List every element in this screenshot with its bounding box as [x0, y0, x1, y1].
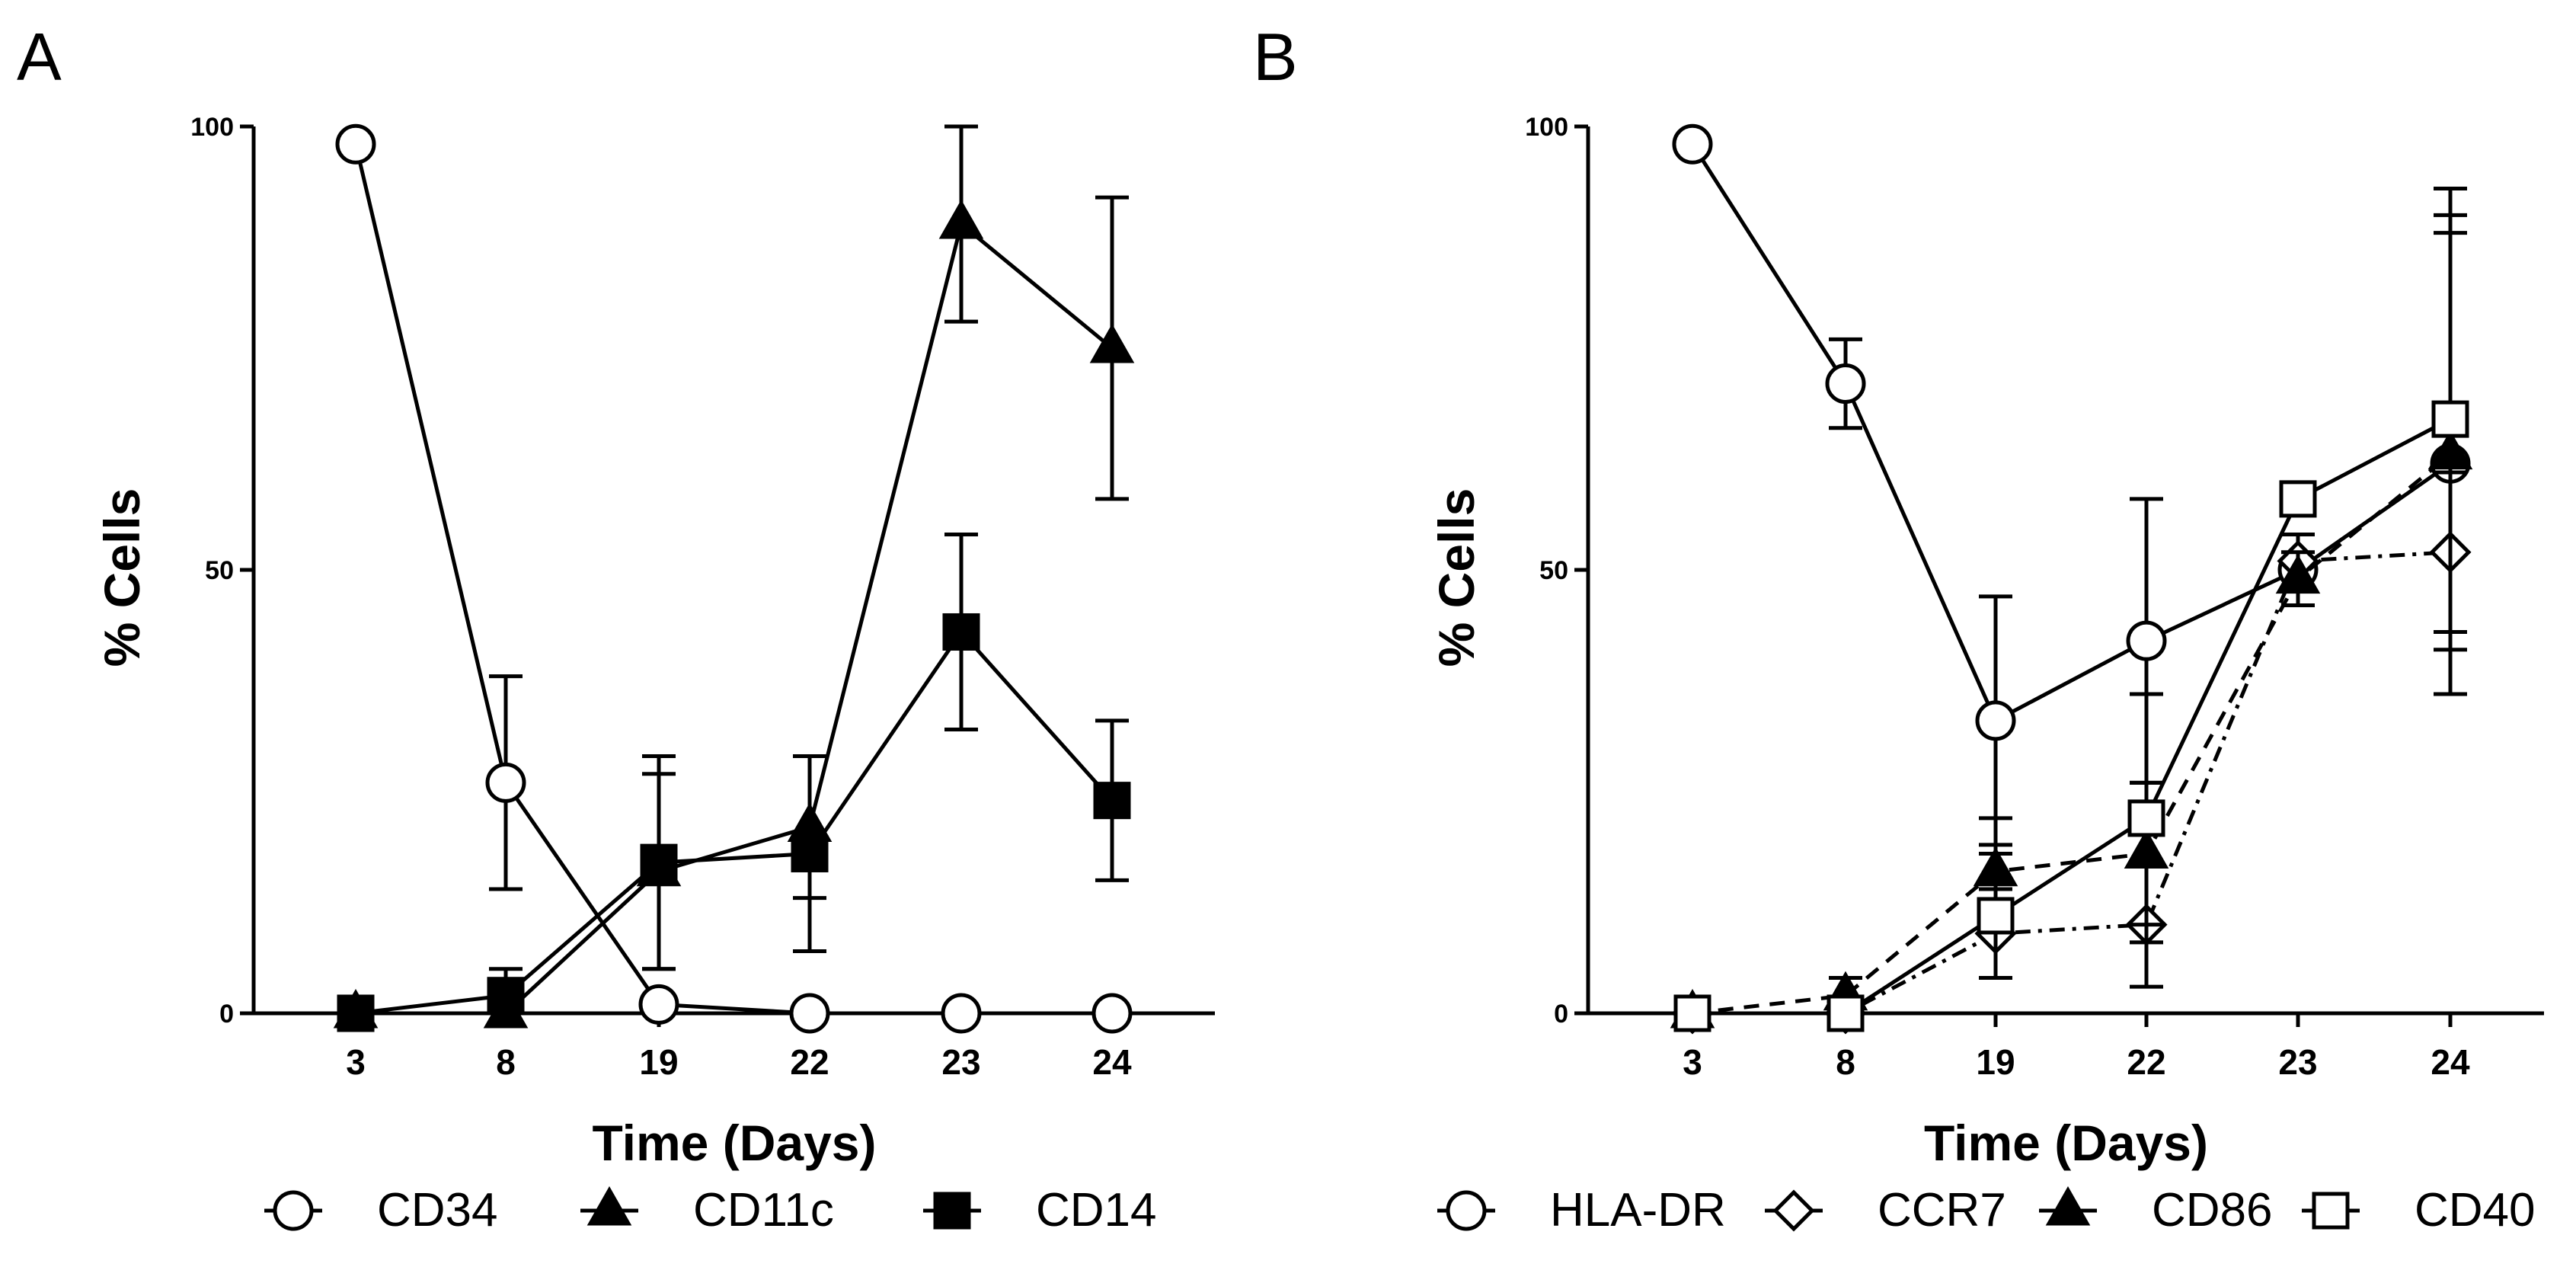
x-tick-label: 23 [941, 1042, 980, 1082]
cd40-marker [2127, 799, 2165, 837]
legend-item-cd34: CD34 [264, 1184, 498, 1237]
y-tick-label: 0 [219, 1000, 234, 1029]
hla-dr-line [1690, 142, 2452, 723]
cd34-marker [789, 993, 830, 1034]
y-tick-label: 100 [1525, 113, 1568, 142]
cd11c-marker [938, 199, 984, 239]
legend-item-cd14: CD14 [923, 1184, 1157, 1237]
legend-ccr7-marker [1772, 1189, 1815, 1232]
cd14-marker [337, 994, 375, 1032]
x-axis-title: Time (Days) [593, 1115, 877, 1171]
x-tick-label: 23 [2278, 1042, 2317, 1082]
legend-item-ccr7: CCR7 [1765, 1184, 2006, 1237]
legend-label: CD86 [2152, 1184, 2273, 1237]
series-ccr7 [1671, 470, 2472, 1035]
x-tick-label: 3 [346, 1042, 366, 1082]
cd86-marker [2275, 554, 2321, 594]
x-tick-label: 19 [1976, 1042, 2015, 1082]
cd34-line [353, 143, 1112, 1016]
hla-dr-marker [1975, 700, 2016, 741]
legend-item-cd86: CD86 [2039, 1184, 2273, 1237]
cd34-marker [638, 984, 679, 1025]
x-tick-label: 22 [2127, 1042, 2165, 1082]
hla-dr-marker [1672, 123, 1713, 165]
panel-b: B 0 50 100 3 8 19 22 23 24 Time (Days) % Cells HLA-D… [1253, 19, 2544, 1237]
hla-dr-marker [1825, 363, 1866, 405]
cd86-line [1692, 453, 2452, 1016]
cd14-marker [640, 843, 678, 881]
x-tick-label: 8 [496, 1042, 516, 1082]
legend-label: CCR7 [1878, 1184, 2006, 1237]
cd40-marker [1673, 994, 1711, 1032]
ccr7-line [1692, 550, 2451, 1016]
legend: HLA-DR CCR7 CD86 CD40 [1437, 1184, 2536, 1237]
legend-cd40-marker [2312, 1192, 2350, 1230]
legend-label: CD40 [2415, 1184, 2536, 1237]
x-tick-label: 24 [2431, 1042, 2470, 1082]
legend-cd86-marker [2045, 1185, 2091, 1226]
series-cd40 [1673, 186, 2469, 1032]
legend-label: CD11c [693, 1184, 834, 1237]
legend-item-cd11c: CD11c [580, 1184, 834, 1237]
legend-label: CD14 [1036, 1184, 1157, 1237]
cd34-marker [485, 762, 526, 803]
legend-cd14-marker [933, 1192, 971, 1230]
x-axis-title: Time (Days) [1924, 1115, 2208, 1171]
cd34-marker [941, 993, 982, 1034]
hla-dr-marker [2126, 620, 2167, 661]
cd40-marker [1827, 994, 1865, 1032]
cd11c-marker [1089, 323, 1135, 363]
cd14-marker [791, 834, 829, 872]
cd40-line [1692, 417, 2452, 1016]
cd14-marker [942, 613, 980, 651]
y-tick-label: 50 [205, 556, 234, 585]
cd14-line [355, 629, 1114, 1016]
x-tick-label: 19 [639, 1042, 678, 1082]
x-tick-label: 24 [1092, 1042, 1132, 1082]
series-cd14 [337, 532, 1131, 1032]
y-axis-title: % Cells [1428, 488, 1485, 667]
legend-cd34-marker [273, 1190, 314, 1231]
y-tick-label: 100 [190, 113, 234, 142]
cd14-marker [487, 977, 525, 1015]
cd11c-line [356, 222, 1114, 1016]
cd40-marker [2279, 480, 2317, 518]
cd14-marker [1093, 782, 1131, 820]
panel-label: A [17, 19, 62, 94]
legend-item-cd40: CD40 [2302, 1184, 2536, 1237]
legend-label: HLA-DR [1550, 1184, 1726, 1237]
cd34-marker [1091, 993, 1133, 1034]
y-axis-title: % Cells [94, 488, 150, 667]
legend-hla-dr-marker [1446, 1190, 1487, 1231]
cd40-marker [1977, 897, 2015, 935]
x-tick-label: 22 [790, 1042, 829, 1082]
y-tick-label: 50 [1539, 556, 1568, 585]
series-cd34 [335, 123, 1133, 1034]
y-tick-label: 0 [1554, 1000, 1568, 1029]
legend-item-hla-dr: HLA-DR [1437, 1184, 1726, 1237]
x-tick-label: 3 [1683, 1042, 1702, 1082]
legend: CD34 CD11c CD14 [264, 1184, 1157, 1237]
cd34-marker [335, 123, 376, 165]
series-cd86 [1670, 213, 2473, 1029]
legend-label: CD34 [377, 1184, 498, 1237]
legend-cd11c-marker [586, 1185, 632, 1226]
series-hla-dr [1672, 123, 2471, 847]
panel-label: B [1253, 19, 1298, 94]
x-tick-label: 8 [1836, 1042, 1855, 1082]
cd40-marker [2431, 400, 2469, 438]
